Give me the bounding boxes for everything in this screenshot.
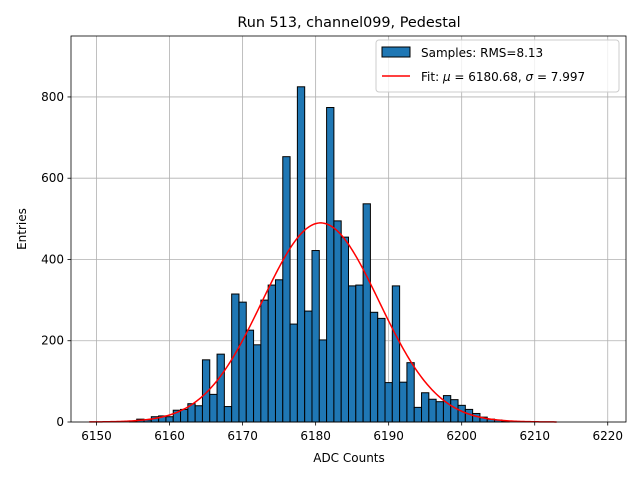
histogram-bar bbox=[384, 382, 393, 423]
histogram-bar bbox=[413, 406, 423, 423]
y-tick-label: 800 bbox=[41, 90, 64, 104]
histogram-bar bbox=[260, 299, 269, 423]
histogram-bar bbox=[282, 156, 291, 423]
histogram-bar bbox=[318, 339, 328, 423]
histogram-bar bbox=[457, 404, 466, 423]
histogram-bar bbox=[245, 329, 255, 423]
x-tick-label: 6220 bbox=[592, 429, 623, 443]
histogram-bar bbox=[304, 310, 313, 423]
x-tick-label: 6180 bbox=[300, 429, 331, 443]
fit-curve bbox=[89, 222, 557, 423]
histogram-bar bbox=[369, 311, 379, 423]
histogram-bar bbox=[216, 353, 225, 423]
histogram-bar bbox=[289, 323, 298, 423]
chart-title: Run 513, channel099, Pedestal bbox=[237, 15, 460, 31]
legend: Samples: RMS=8.13 Fit: μ = 6180.68, σ = … bbox=[375, 39, 620, 93]
y-axis-ticks: 0 200 400 600 800 bbox=[41, 90, 71, 429]
histogram-bar bbox=[362, 203, 371, 423]
histogram-bar bbox=[296, 86, 306, 423]
x-tick-label: 6190 bbox=[373, 429, 404, 443]
histogram-bar bbox=[421, 392, 430, 423]
y-tick-label: 200 bbox=[41, 334, 64, 348]
histogram-bar bbox=[450, 399, 459, 423]
plot-frame bbox=[70, 35, 627, 423]
histogram-bar bbox=[267, 284, 276, 423]
histogram-bar bbox=[223, 406, 233, 423]
x-tick-label: 6200 bbox=[446, 429, 477, 443]
legend-samples-label: Samples: RMS=8.13 bbox=[421, 46, 543, 60]
histogram-bar bbox=[428, 398, 437, 423]
histogram-bar bbox=[348, 285, 357, 423]
legend-fit-sigma-text: = 7.997 bbox=[533, 70, 585, 84]
histogram-bar bbox=[377, 317, 386, 423]
legend-fit-sigma-symbol: σ bbox=[526, 70, 534, 84]
legend-fit-mu-symbol: μ bbox=[442, 70, 451, 84]
histogram-bar bbox=[340, 236, 349, 423]
legend-bar-swatch bbox=[381, 46, 411, 58]
legend-fit-mu-text: = 6180.68, bbox=[451, 70, 526, 84]
x-tick-label: 6210 bbox=[519, 429, 550, 443]
y-tick-label: 0 bbox=[56, 415, 64, 429]
histogram-bar bbox=[333, 220, 342, 423]
x-tick-label: 6170 bbox=[227, 429, 258, 443]
histogram-bar bbox=[194, 405, 203, 423]
legend-box bbox=[375, 39, 620, 93]
histogram-bar bbox=[406, 362, 415, 423]
histogram-bars bbox=[128, 86, 510, 423]
y-tick-label: 400 bbox=[41, 252, 64, 266]
legend-fit-prefix: Fit: bbox=[421, 70, 443, 84]
y-tick-label: 600 bbox=[41, 171, 64, 185]
histogram-bar bbox=[391, 285, 401, 423]
legend-fit-label: Fit: μ = 6180.68, σ = 7.997 bbox=[421, 70, 585, 84]
x-axis-label: ADC Counts bbox=[313, 451, 385, 465]
histogram-bar bbox=[399, 381, 408, 423]
histogram-bar bbox=[442, 395, 452, 423]
histogram-bar bbox=[355, 284, 364, 423]
histogram-bar bbox=[165, 416, 174, 423]
histogram-bar bbox=[326, 107, 335, 423]
x-tick-label: 6160 bbox=[154, 429, 185, 443]
x-tick-label: 6150 bbox=[81, 429, 112, 443]
histogram-bar bbox=[311, 250, 320, 423]
histogram-bar bbox=[274, 279, 284, 423]
histogram-bar bbox=[209, 393, 218, 423]
histogram-bar bbox=[238, 301, 247, 423]
histogram-bar bbox=[180, 408, 189, 423]
histogram-bar bbox=[253, 344, 262, 423]
x-axis-ticks: 6150 6160 6170 6180 6190 6200 6210 6220 bbox=[81, 422, 623, 443]
histogram-bar bbox=[472, 412, 481, 423]
y-axis-label: Entries bbox=[15, 208, 29, 250]
histogram-bar bbox=[435, 401, 444, 423]
